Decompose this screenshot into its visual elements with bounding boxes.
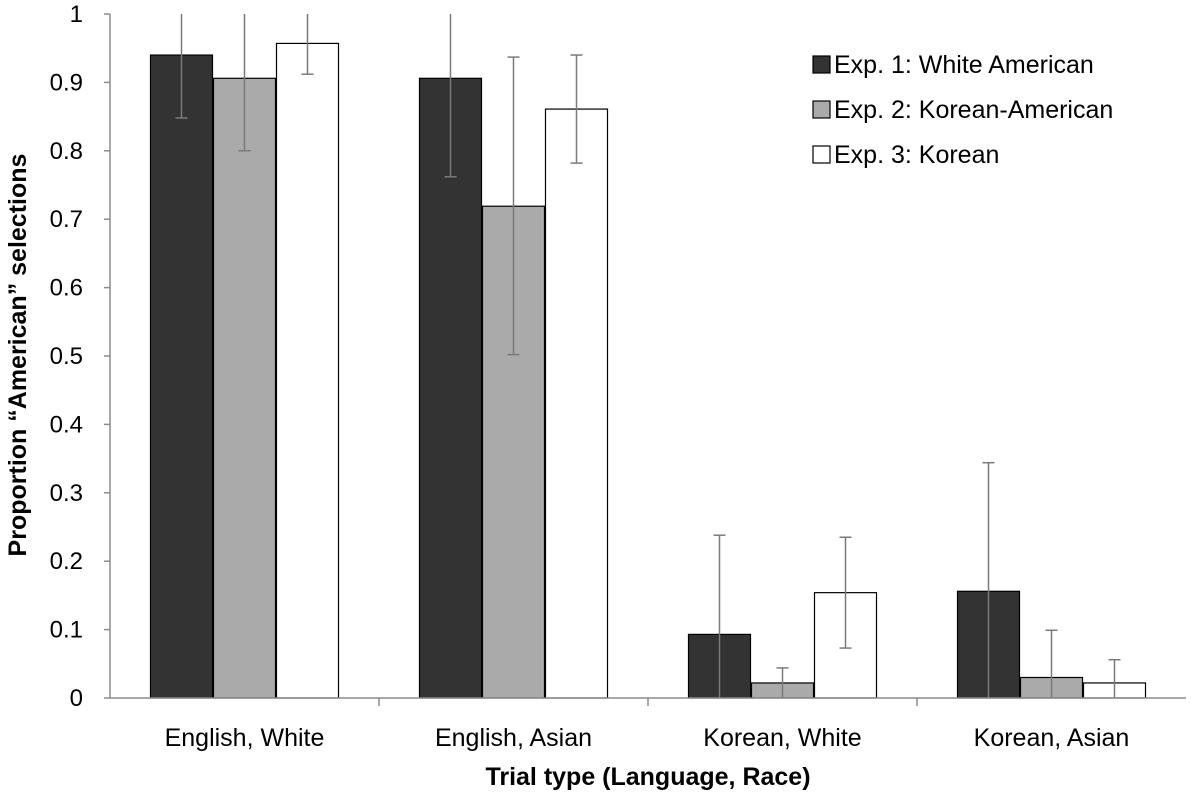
x-category-label: Korean, White xyxy=(703,724,861,752)
bar xyxy=(149,54,214,699)
y-tick-label: 0.1 xyxy=(50,617,83,644)
y-axis-title-group: Proportion “American” selections xyxy=(4,154,32,557)
x-axis-title: Trial type (Language, Race) xyxy=(485,763,810,791)
bar xyxy=(544,108,609,699)
error-bars-layer xyxy=(175,14,1121,698)
legend-swatch xyxy=(812,145,831,164)
axes-layer: 0 0.1 0.2 0.3 0.4 0.5 0.6 0.7 0.8 0.9 1 English, Wh… xyxy=(50,1,1186,752)
legend: Exp. 1: White American Exp. 2: Korean-Ame… xyxy=(812,51,1113,169)
y-tick-label: 0.4 xyxy=(50,411,83,438)
y-axis-title: Proportion “American” selections xyxy=(4,154,32,557)
legend-label: Exp. 1: White American xyxy=(834,51,1094,79)
y-tick-label: 0.5 xyxy=(50,343,83,370)
y-tick-label: 0.3 xyxy=(50,480,83,507)
y-tick-label: 0.2 xyxy=(50,548,83,575)
bar xyxy=(418,77,483,699)
y-tick-label: 0.6 xyxy=(50,275,83,302)
y-tick-label: 1 xyxy=(70,1,83,28)
legend-swatch xyxy=(812,100,831,119)
legend-label: Exp. 3: Korean xyxy=(834,141,999,169)
y-tick-label: 0 xyxy=(70,685,83,712)
y-tick-label: 0.9 xyxy=(50,69,83,96)
x-category-label: Korean, Asian xyxy=(974,724,1130,752)
legend-swatch xyxy=(812,55,831,74)
x-category-label: English, Asian xyxy=(435,724,592,752)
bar xyxy=(275,42,340,699)
y-tick-label: 0.8 xyxy=(50,138,83,165)
x-category-label: English, White xyxy=(165,724,325,752)
legend-label: Exp. 2: Korean-American xyxy=(834,96,1113,124)
bar xyxy=(212,77,277,699)
y-tick-label: 0.7 xyxy=(50,206,83,233)
